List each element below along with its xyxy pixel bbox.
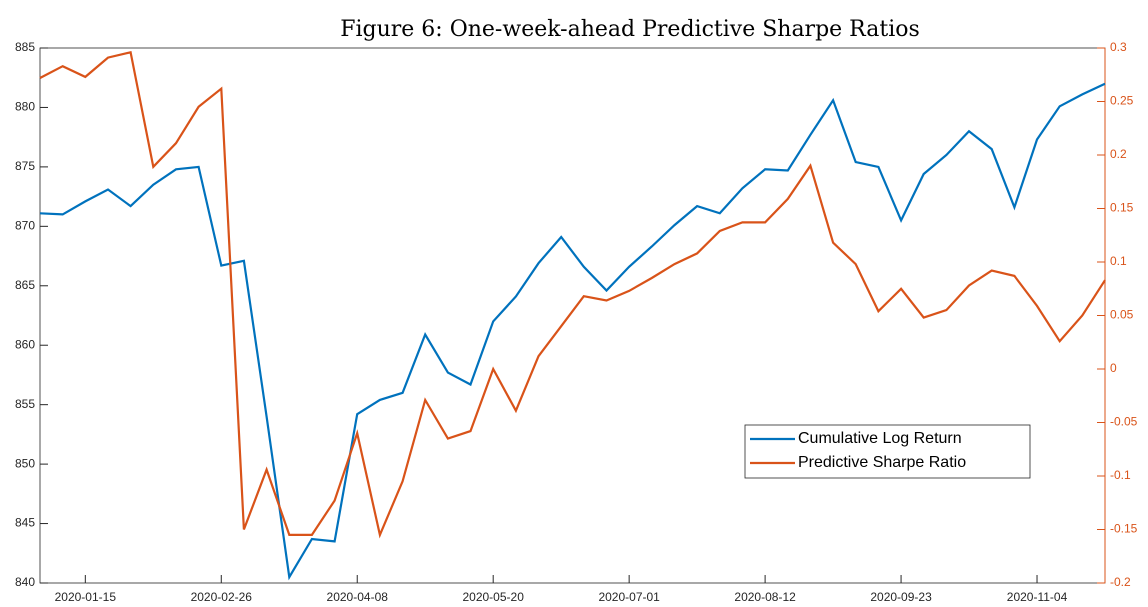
series-line bbox=[39, 82, 1106, 581]
y2-tick-label: 0.15 bbox=[1110, 201, 1134, 215]
x-tick-label: 2020-02-26 bbox=[191, 590, 253, 604]
y-tick-label: 840 bbox=[15, 575, 35, 589]
y-tick-label: 845 bbox=[15, 516, 35, 530]
x-tick-label: 2020-04-08 bbox=[327, 590, 389, 604]
series-line bbox=[39, 50, 1106, 539]
x-tick-label: 2020-07-01 bbox=[598, 590, 660, 604]
y-tick-label: 885 bbox=[15, 40, 35, 54]
y-tick-label: 860 bbox=[15, 337, 35, 351]
y-tick-label: 870 bbox=[15, 219, 35, 233]
y-tick-label: 875 bbox=[15, 159, 35, 173]
x-tick-label: 2020-08-12 bbox=[734, 590, 796, 604]
y2-tick-label: -0.2 bbox=[1110, 575, 1131, 589]
y2-tick-label: 0.3 bbox=[1110, 40, 1127, 54]
x-tick-label: 2020-01-15 bbox=[55, 590, 117, 604]
y-tick-label: 880 bbox=[15, 100, 35, 114]
x-tick-label: 2020-09-23 bbox=[870, 590, 932, 604]
plot-area bbox=[39, 47, 1106, 584]
y2-tick-label: -0.1 bbox=[1110, 468, 1131, 482]
y2-tick-label: -0.15 bbox=[1110, 522, 1138, 536]
x-tick-label: 2020-05-20 bbox=[462, 590, 524, 604]
legend-label: Predictive Sharpe Ratio bbox=[798, 454, 966, 471]
y2-tick-label: 0.2 bbox=[1110, 147, 1127, 161]
chart-title: Figure 6: One-week-ahead Predictive Shar… bbox=[340, 17, 920, 42]
y-tick-label: 865 bbox=[15, 278, 35, 292]
y2-tick-label: 0 bbox=[1110, 361, 1117, 375]
y2-tick-label: 0.25 bbox=[1110, 94, 1134, 108]
legend-label: Cumulative Log Return bbox=[798, 430, 962, 447]
legend-box bbox=[744, 424, 1031, 479]
x-tick-label: 2020-11-04 bbox=[1007, 590, 1068, 604]
y2-tick-label: -0.05 bbox=[1110, 415, 1138, 429]
y2-tick-label: 0.05 bbox=[1110, 308, 1134, 322]
y2-tick-label: 0.1 bbox=[1110, 254, 1127, 268]
y-tick-label: 855 bbox=[15, 397, 35, 411]
y-tick-label: 850 bbox=[15, 456, 35, 470]
